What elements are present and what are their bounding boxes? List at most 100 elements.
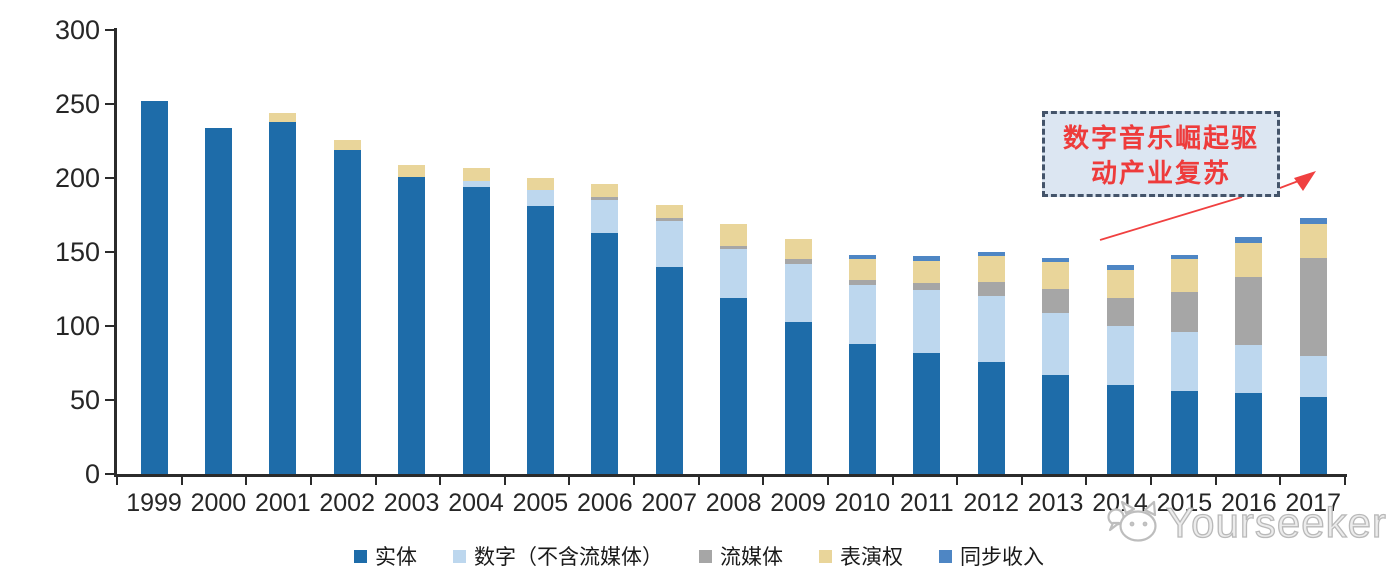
x-tick-mark bbox=[1214, 477, 1217, 485]
bar-2005-segment-3 bbox=[526, 178, 554, 190]
bar-2007-segment-1 bbox=[655, 220, 683, 267]
x-tick-mark bbox=[503, 477, 506, 485]
y-tick-mark bbox=[105, 399, 114, 401]
bar-2017-segment-4 bbox=[1299, 217, 1327, 224]
bar-2015-segment-4 bbox=[1170, 254, 1198, 260]
bar-2011-segment-2 bbox=[913, 283, 941, 291]
bar-1999 bbox=[140, 30, 168, 474]
x-axis-label-2012: 2012 bbox=[963, 489, 1019, 517]
bar-2000-segment-0 bbox=[204, 127, 232, 474]
x-tick-mark bbox=[1150, 477, 1153, 485]
legend-label: 数字（不含流媒体） bbox=[474, 546, 663, 569]
legend-item-0: 实体 bbox=[354, 541, 417, 571]
x-tick-mark bbox=[826, 477, 829, 485]
x-tick-mark bbox=[1020, 477, 1023, 485]
y-tick-mark bbox=[105, 177, 114, 179]
legend-item-2: 流媒体 bbox=[699, 541, 783, 571]
legend-label: 表演权 bbox=[840, 546, 903, 569]
bar-2012-segment-3 bbox=[977, 256, 1005, 282]
bar-2005-segment-0 bbox=[526, 206, 554, 474]
bar-2010-segment-2 bbox=[848, 280, 876, 285]
x-axis-label-2016: 2016 bbox=[1220, 489, 1277, 517]
x-axis-label-2015: 2015 bbox=[1156, 489, 1213, 517]
bar-2008-segment-1 bbox=[720, 249, 748, 298]
bar-2001-segment-3 bbox=[269, 112, 297, 122]
bar-2012 bbox=[977, 30, 1005, 474]
x-tick-mark bbox=[374, 477, 377, 485]
bar-2008 bbox=[720, 30, 748, 474]
y-tick-mark bbox=[105, 251, 114, 253]
x-tick-mark bbox=[568, 477, 571, 485]
y-tick-label: 150 bbox=[54, 237, 100, 267]
x-axis-label-2006: 2006 bbox=[576, 489, 633, 517]
bar-2005-segment-1 bbox=[526, 189, 554, 207]
y-tick-label: 200 bbox=[54, 163, 100, 193]
bar-2010-segment-4 bbox=[848, 254, 876, 260]
y-tick-label: 50 bbox=[69, 385, 100, 415]
bar-2003 bbox=[398, 30, 426, 474]
bar-2017-segment-0 bbox=[1299, 397, 1327, 474]
x-tick-mark bbox=[180, 477, 183, 485]
bar-2017 bbox=[1299, 30, 1327, 474]
legend-marker-icon bbox=[939, 549, 952, 563]
bar-2008-segment-2 bbox=[720, 246, 748, 250]
bar-2001 bbox=[269, 30, 297, 474]
bar-2007-segment-3 bbox=[655, 204, 683, 218]
bar-2010-segment-1 bbox=[848, 284, 876, 344]
bar-2010-segment-3 bbox=[848, 259, 876, 281]
bar-2007 bbox=[655, 30, 683, 474]
bar-2010 bbox=[848, 30, 876, 474]
y-tick-label: 100 bbox=[54, 311, 100, 341]
bar-2011-segment-4 bbox=[913, 256, 941, 261]
bar-2009 bbox=[784, 30, 812, 474]
bar-2016-segment-1 bbox=[1235, 345, 1263, 393]
bar-2007-segment-0 bbox=[655, 266, 683, 474]
bar-2010-segment-0 bbox=[848, 343, 876, 474]
bar-2008-segment-3 bbox=[720, 223, 748, 247]
legend-label: 实体 bbox=[375, 546, 417, 569]
yourseeker-logo-icon bbox=[1107, 500, 1157, 542]
bar-2013 bbox=[1042, 30, 1070, 474]
bar-2011 bbox=[913, 30, 941, 474]
bar-2004-segment-1 bbox=[462, 180, 490, 187]
x-axis-label-2009: 2009 bbox=[770, 489, 826, 517]
y-tick-label: 300 bbox=[54, 15, 100, 45]
bar-2016-segment-2 bbox=[1235, 277, 1263, 346]
legend-marker-icon bbox=[453, 549, 466, 563]
bar-2017-segment-1 bbox=[1299, 355, 1327, 398]
bar-2002-segment-0 bbox=[333, 149, 361, 474]
bar-2014-segment-4 bbox=[1106, 265, 1134, 270]
bar-2011-segment-0 bbox=[913, 352, 941, 474]
bar-2012-segment-4 bbox=[977, 252, 1005, 257]
bar-2012-segment-1 bbox=[977, 296, 1005, 362]
bar-2005 bbox=[526, 30, 554, 474]
x-axis-label-2013: 2013 bbox=[1027, 489, 1084, 517]
bar-2017-segment-3 bbox=[1299, 223, 1327, 258]
bar-2014 bbox=[1106, 30, 1134, 474]
bar-2012-segment-0 bbox=[977, 361, 1005, 474]
bar-2016-segment-4 bbox=[1235, 237, 1263, 244]
annotation-callout: 数字音乐崛起驱 动产业复苏 bbox=[1042, 111, 1280, 197]
bar-2011-segment-1 bbox=[913, 290, 941, 353]
bar-2015-segment-3 bbox=[1170, 259, 1198, 292]
y-tick-label: 0 bbox=[84, 459, 100, 489]
legend-item-4: 同步收入 bbox=[939, 541, 1044, 571]
x-tick-mark bbox=[891, 477, 894, 485]
bar-2008-segment-0 bbox=[720, 297, 748, 474]
bar-2011-segment-3 bbox=[913, 260, 941, 284]
bar-2006-segment-1 bbox=[591, 200, 619, 233]
legend-marker-icon bbox=[819, 549, 832, 563]
bar-2013-segment-1 bbox=[1042, 312, 1070, 375]
x-axis-label-2002: 2002 bbox=[319, 489, 375, 517]
x-axis-label-2011: 2011 bbox=[899, 489, 954, 517]
bar-2016-segment-3 bbox=[1235, 243, 1263, 278]
x-axis-label-2007: 2007 bbox=[641, 489, 697, 517]
bar-2003-segment-0 bbox=[398, 176, 426, 474]
y-tick-mark bbox=[105, 103, 114, 105]
bar-2003-segment-3 bbox=[398, 164, 426, 177]
bar-2016-segment-0 bbox=[1235, 392, 1263, 474]
bar-2004-segment-0 bbox=[462, 186, 490, 474]
x-axis-label-2004: 2004 bbox=[448, 489, 504, 517]
bar-2006-segment-0 bbox=[591, 232, 619, 474]
